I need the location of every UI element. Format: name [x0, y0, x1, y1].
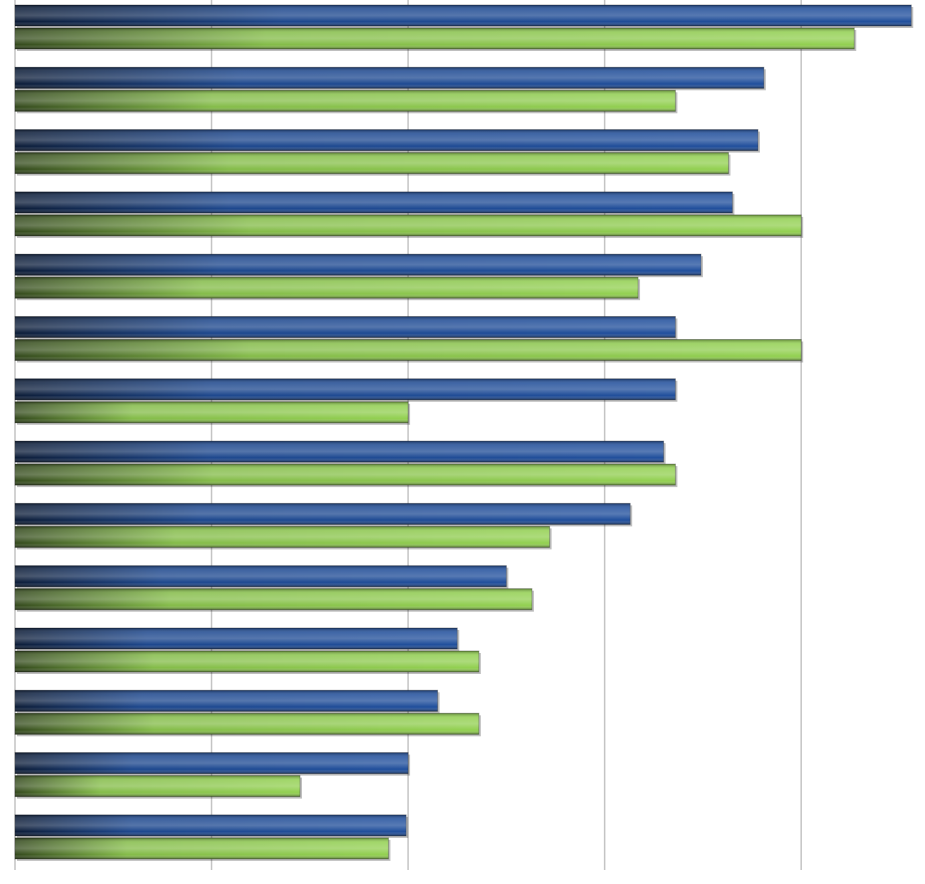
bar-bevel: [15, 837, 389, 859]
bar-bevel: [15, 441, 664, 463]
bar-bevel: [15, 588, 532, 610]
bar-bevel: [15, 28, 855, 49]
bar-bevel: [15, 526, 550, 548]
bar-bevel: [15, 503, 631, 525]
bar-bevel: [15, 565, 507, 587]
bar-bevel: [15, 5, 912, 26]
bar-bevel: [15, 339, 802, 361]
bar-bevel: [15, 713, 479, 735]
bar-bevel: [15, 752, 409, 774]
bar-bevel: [15, 464, 676, 486]
bar-bevel: [15, 651, 479, 672]
bar-bevel: [15, 152, 729, 174]
bar-bevel: [15, 690, 438, 712]
bar-bevel: [15, 401, 409, 423]
bar-bevel: [15, 191, 733, 213]
bar-bevel: [15, 67, 764, 89]
bar-bevel: [15, 814, 407, 836]
bar-bevel: [15, 378, 676, 400]
bar-bevel: [15, 129, 758, 151]
bar-bevel: [15, 214, 802, 236]
bar-bevel: [15, 90, 676, 112]
bar-bevel: [15, 316, 676, 338]
bar-bevel: [15, 775, 300, 797]
bar-bevel: [15, 254, 701, 276]
bar-bevel: [15, 277, 639, 299]
bar-bevel: [15, 628, 458, 649]
